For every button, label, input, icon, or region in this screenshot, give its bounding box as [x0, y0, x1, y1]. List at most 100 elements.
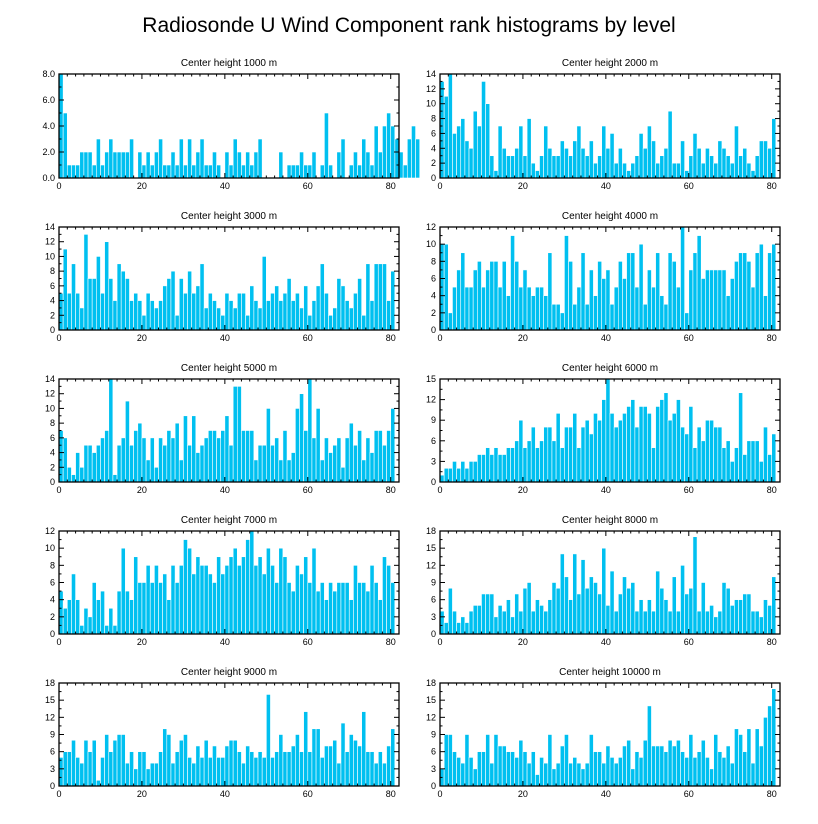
- histogram-bar: [547, 252, 553, 331]
- histogram-bar: [597, 419, 603, 483]
- histogram-bar: [443, 734, 449, 787]
- histogram-bar: [386, 430, 392, 483]
- histogram-bar: [584, 419, 590, 483]
- histogram-bar: [216, 307, 222, 331]
- histogram-bar: [514, 757, 520, 787]
- histogram-bar: [601, 547, 607, 635]
- histogram-bar: [241, 762, 246, 787]
- histogram-bar: [754, 610, 760, 635]
- histogram-bar: [443, 467, 449, 483]
- y-tick-label: 10: [426, 99, 436, 109]
- histogram-bar: [187, 444, 192, 483]
- panel-title: Center height 2000 m: [562, 58, 658, 69]
- histogram-bar: [547, 426, 553, 483]
- histogram-bar: [676, 286, 681, 331]
- histogram-bar: [626, 739, 632, 787]
- histogram-bar: [361, 711, 367, 787]
- histogram-bar: [319, 164, 325, 179]
- y-tick-label: 12: [45, 526, 55, 536]
- panel-title: Center height 8000 m: [562, 515, 658, 526]
- histogram-bar: [489, 261, 495, 331]
- histogram-bar: [96, 779, 101, 787]
- y-tick-label: 2: [50, 462, 55, 472]
- histogram-bar: [667, 739, 673, 787]
- histogram-bar: [108, 751, 114, 787]
- histogram-bar: [555, 587, 561, 635]
- histogram-bar: [501, 610, 507, 635]
- histogram-bar: [261, 573, 267, 635]
- histogram-bar: [605, 147, 611, 179]
- histogram-bar: [83, 234, 89, 331]
- histogram-bar: [319, 459, 325, 483]
- x-tick-label: 60: [303, 181, 313, 191]
- histogram-bar: [286, 278, 292, 331]
- y-tick-label: 8: [50, 266, 55, 276]
- histogram-bar: [315, 728, 321, 787]
- histogram-bar: [626, 252, 632, 331]
- histogram-bar: [120, 270, 126, 331]
- histogram-bar: [717, 610, 723, 635]
- panel-title: Center height 4000 m: [562, 211, 658, 222]
- x-tick-label: 40: [601, 181, 611, 191]
- y-tick-label: 15: [45, 695, 55, 705]
- histogram-bar: [497, 745, 503, 787]
- y-tick-label: 0: [50, 781, 55, 791]
- histogram-bar: [526, 762, 532, 787]
- histogram-bar: [266, 300, 271, 331]
- histogram-bar: [617, 261, 623, 331]
- histogram-bar: [651, 745, 656, 787]
- histogram-bar: [642, 739, 648, 787]
- x-tick-label: 20: [137, 181, 147, 191]
- histogram-bar: [477, 261, 482, 331]
- x-tick-label: 20: [137, 637, 147, 647]
- y-tick-label: 0: [50, 477, 55, 487]
- chart-panel-9: Center height 9000 m 0 20 40 60 80 0 3 6 9 12 15 18: [45, 667, 400, 799]
- y-tick-label: 15: [426, 374, 436, 384]
- histogram-bar: [634, 610, 640, 635]
- histogram-bar: [369, 751, 375, 787]
- histogram-bar: [638, 599, 644, 635]
- histogram-bar: [580, 768, 586, 787]
- histogram-bar: [721, 757, 727, 787]
- histogram-bar: [253, 565, 259, 635]
- histogram-bar: [71, 164, 76, 179]
- y-tick-label: 12: [426, 84, 436, 94]
- histogram-bar: [601, 399, 607, 483]
- histogram-bar: [559, 312, 565, 331]
- x-tick-label: 60: [303, 333, 313, 343]
- histogram-bar: [452, 751, 457, 787]
- histogram-bar: [688, 406, 694, 483]
- histogram-bar: [522, 587, 528, 635]
- histogram-bar: [162, 444, 168, 483]
- histogram-bar: [613, 762, 619, 787]
- histogram-bar: [71, 263, 76, 331]
- y-tick-label: 6: [50, 747, 55, 757]
- histogram-bar: [617, 757, 623, 787]
- y-tick-label: 6: [431, 128, 436, 138]
- histogram-bar: [253, 757, 259, 787]
- histogram-bar: [622, 278, 627, 331]
- histogram-bar: [518, 419, 524, 483]
- histogram-bar: [564, 576, 569, 635]
- histogram-bar: [187, 757, 192, 787]
- histogram-bar: [87, 616, 93, 635]
- histogram-bar: [456, 757, 462, 787]
- histogram-bar: [203, 307, 209, 331]
- histogram-bar: [100, 437, 105, 483]
- histogram-bar: [112, 474, 118, 483]
- histogram-bar: [555, 155, 561, 179]
- x-tick-label: 0: [56, 637, 61, 647]
- histogram-bar: [543, 610, 549, 635]
- histogram-bar: [79, 625, 85, 635]
- histogram-bar: [717, 751, 723, 787]
- histogram-bar: [477, 125, 482, 179]
- histogram-bar: [328, 164, 333, 179]
- histogram-bar: [274, 437, 280, 483]
- panel-title: Center height 5000 m: [181, 363, 277, 374]
- chart-panel-5: Center height 5000 m 0 20 40 60 80 0 2 4 6 8 10 12 14: [45, 363, 400, 495]
- x-tick-label: 60: [684, 485, 694, 495]
- histogram-bar: [493, 170, 499, 179]
- histogram-bar: [324, 599, 329, 635]
- histogram-bar: [125, 151, 130, 179]
- histogram-bar: [613, 162, 619, 179]
